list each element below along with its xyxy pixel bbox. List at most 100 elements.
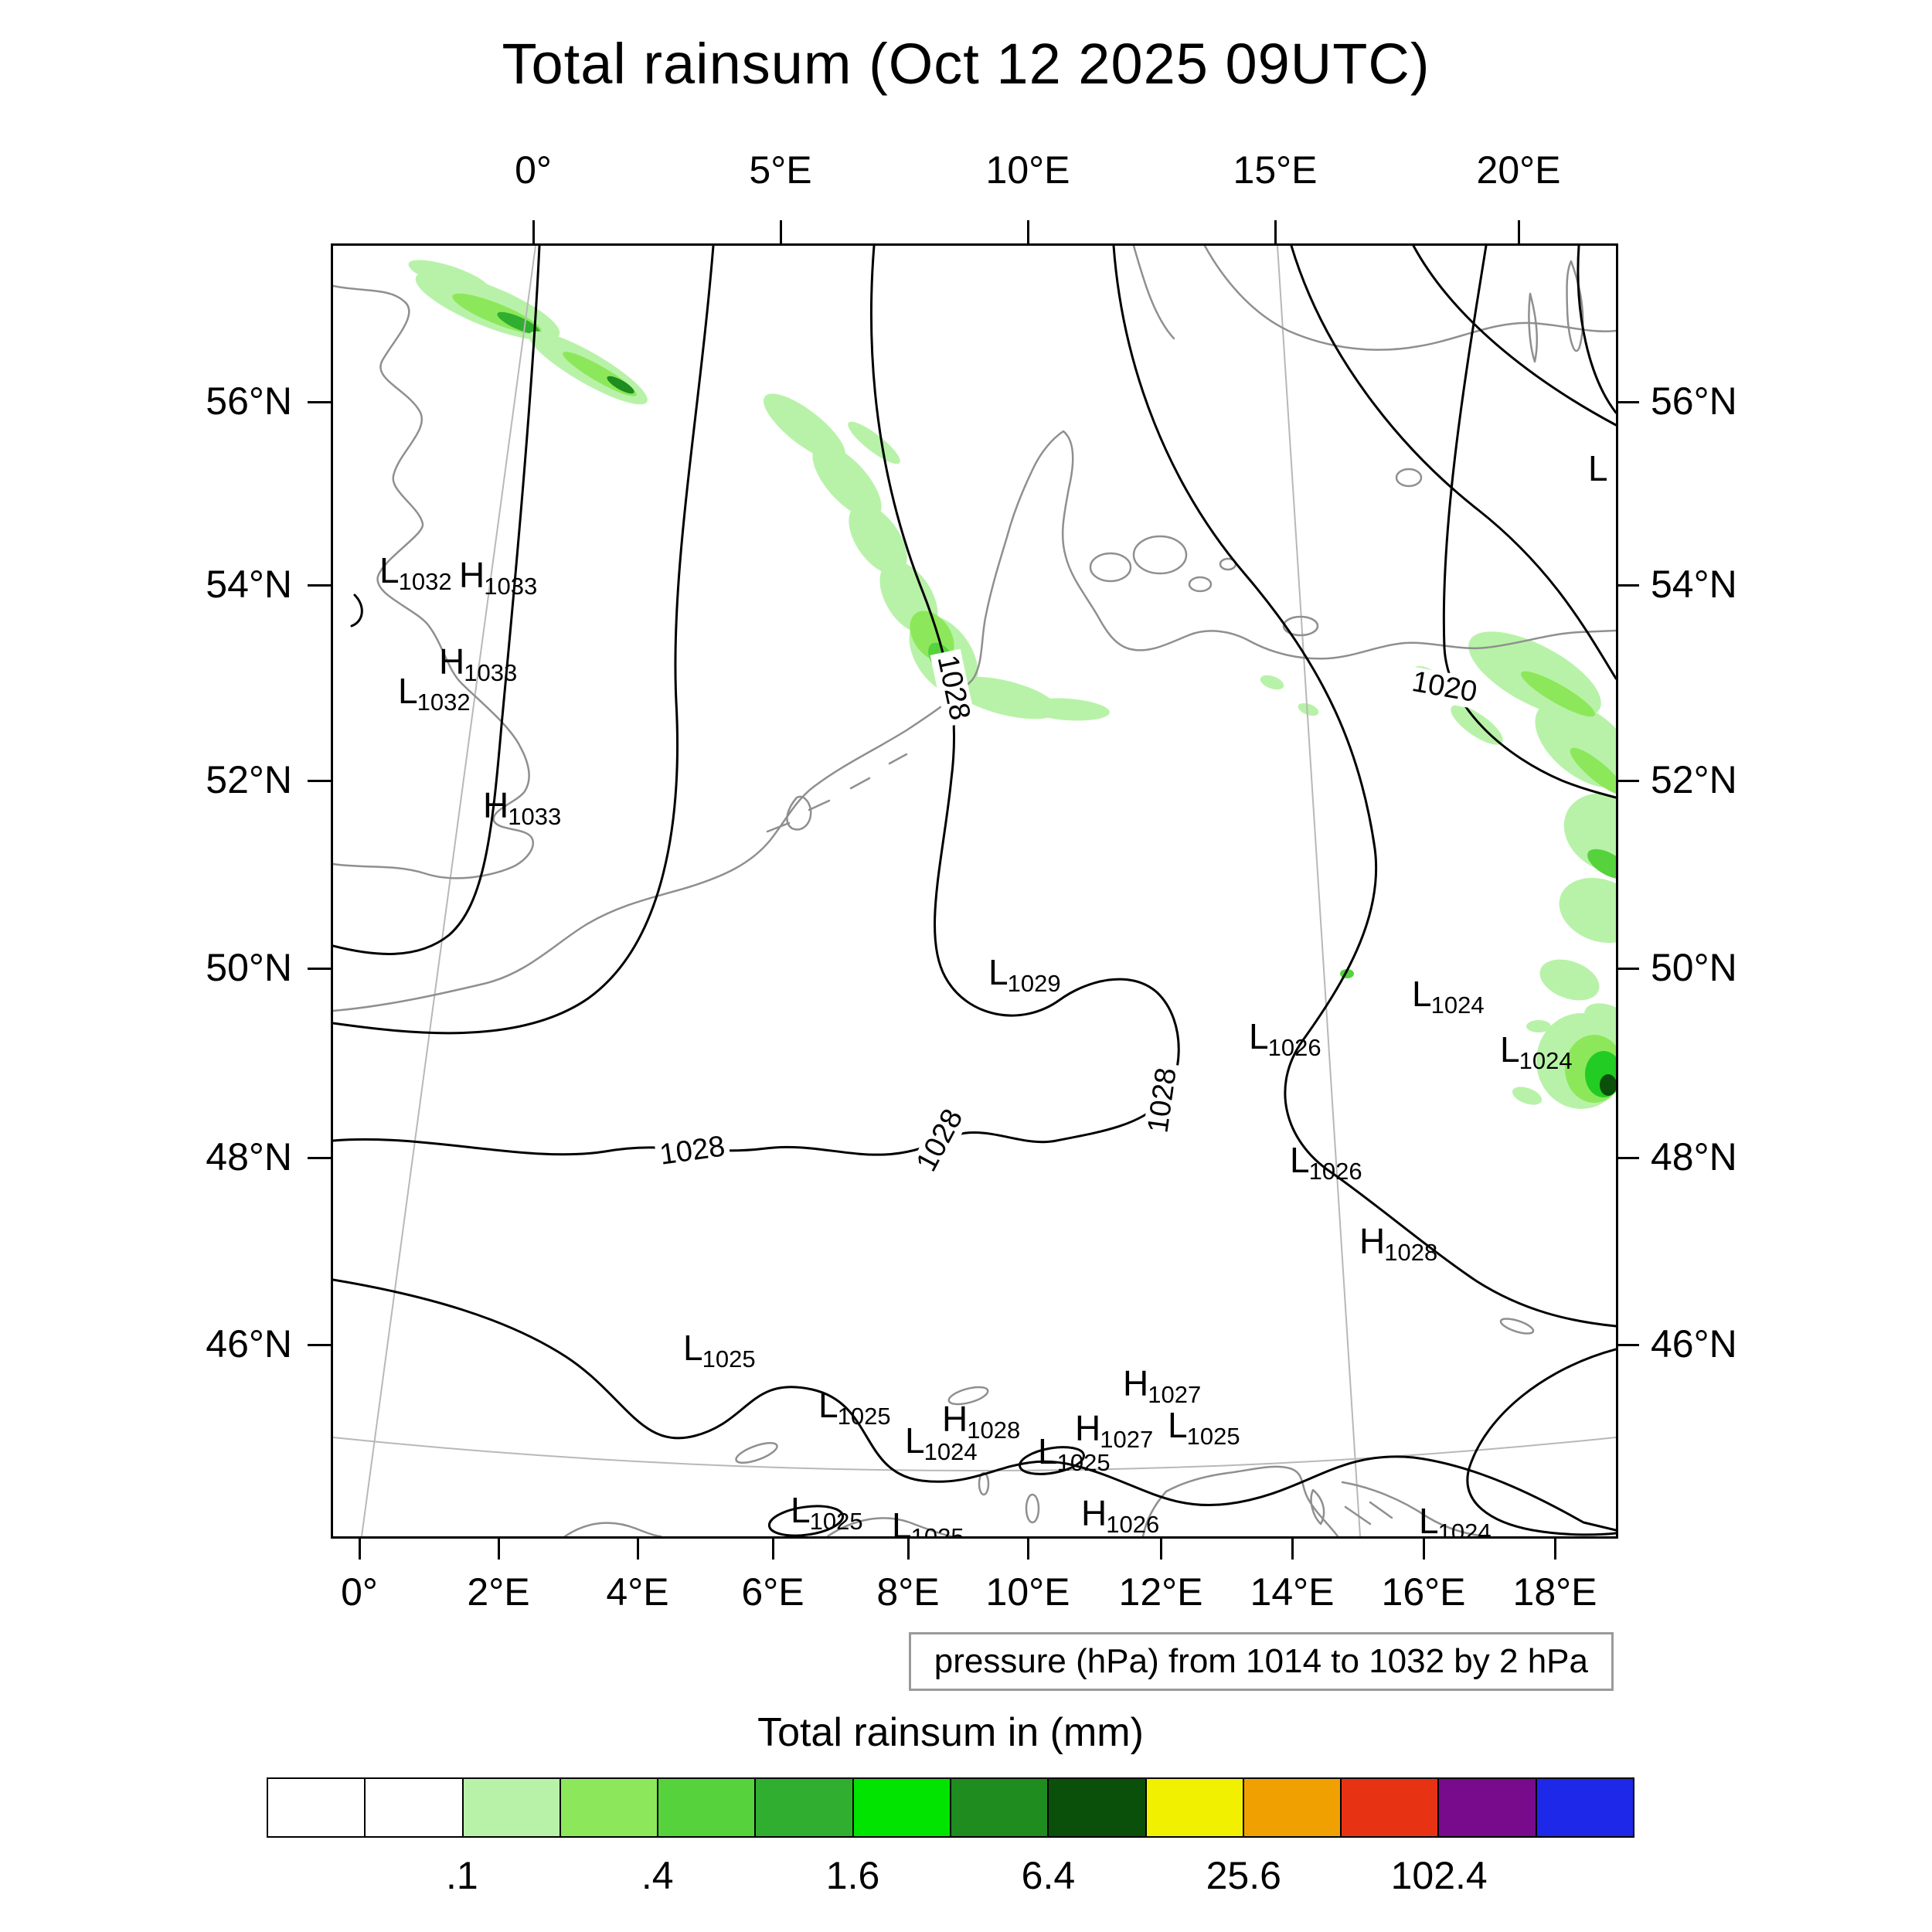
graticule [333, 246, 1616, 1536]
pressure-marker-high: H1027 [1075, 1408, 1154, 1451]
marker-letter: L [683, 1328, 703, 1368]
marker-value: 1032 [417, 689, 471, 716]
marker-letter: H [1075, 1408, 1101, 1448]
colorbar-segment [754, 1779, 852, 1836]
page-title: Total rainsum (Oct 12 2025 09UTC) [502, 32, 1430, 96]
axis-label-bottom: 6°E [741, 1570, 804, 1614]
marker-value: 1025 [911, 1523, 964, 1536]
marker-value: 1027 [1148, 1381, 1202, 1408]
axis-label-right: 56°N [1651, 379, 1737, 423]
marker-letter: L [1500, 1029, 1520, 1070]
colorbar-tick-label: .1 [445, 1854, 478, 1897]
colorbar-segment [1145, 1779, 1243, 1836]
pressure-marker-low: L1026 [1290, 1140, 1363, 1183]
marker-letter: H [1359, 1221, 1386, 1261]
marker-letter: H [459, 555, 485, 595]
axis-label-bottom: 18°E [1512, 1570, 1597, 1614]
marker-letter: L [905, 1420, 925, 1461]
marker-value: 1029 [1007, 970, 1061, 997]
marker-letter: L [1290, 1140, 1310, 1180]
axis-tick-right [1616, 401, 1639, 403]
marker-letter: L [1168, 1405, 1188, 1445]
axis-tick-bottom [1291, 1536, 1294, 1560]
pressure-caption-box: pressure (hPa) from 1014 to 1032 by 2 hP… [908, 1632, 1614, 1691]
marker-letter: L [1249, 1016, 1269, 1056]
marker-value: 1025 [1056, 1449, 1111, 1476]
contour-label: 1020 [1405, 665, 1484, 709]
marker-letter: L [818, 1385, 838, 1425]
axis-tick-bottom [772, 1536, 774, 1560]
axis-tick-top [1518, 220, 1520, 243]
pressure-marker-low: L1025 [1038, 1434, 1111, 1475]
pressure-marker-high: H1033 [439, 641, 518, 685]
pressure-marker-low: L1024 [1412, 974, 1485, 1017]
axis-label-top: 20°E [1476, 148, 1561, 192]
axis-label-top: 5°E [749, 148, 812, 192]
colorbar-segment [852, 1779, 950, 1836]
marker-value: 1028 [1384, 1239, 1438, 1266]
axis-tick-top [1027, 220, 1029, 243]
pressure-marker-low: L1026 [1249, 1016, 1322, 1060]
axis-label-left: 56°N [206, 379, 292, 423]
marker-letter: L [1412, 974, 1432, 1014]
axis-tick-left [308, 968, 331, 970]
axis-label-right: 46°N [1651, 1322, 1737, 1366]
pressure-marker-high: H1033 [483, 785, 562, 828]
axis-label-bottom: 4°E [606, 1570, 669, 1614]
colorbar [267, 1777, 1634, 1838]
axis-tick-bottom [359, 1536, 361, 1560]
marker-value: 1026 [1106, 1511, 1160, 1536]
axis-tick-left [308, 780, 331, 782]
marker-value: 1024 [923, 1438, 978, 1465]
axis-label-top: 15°E [1233, 148, 1318, 192]
axis-tick-bottom [1423, 1536, 1425, 1560]
axis-tick-top [780, 220, 782, 243]
marker-letter: H [483, 785, 509, 825]
axis-label-bottom: 0° [341, 1570, 378, 1614]
axis-label-left: 48°N [206, 1135, 292, 1179]
marker-letter: L [892, 1505, 912, 1536]
marker-value: 1026 [1308, 1158, 1362, 1185]
axis-tick-bottom [1160, 1536, 1162, 1560]
marker-value: 1025 [702, 1345, 756, 1372]
colorbar-segment [1437, 1779, 1536, 1836]
marker-value: 1032 [398, 568, 452, 595]
colorbar-tick-label: 1.6 [825, 1854, 880, 1897]
colorbar-tick-label: .4 [641, 1854, 674, 1897]
marker-value: 1033 [508, 803, 562, 830]
axis-label-right: 54°N [1651, 563, 1737, 606]
pressure-marker-high: H1033 [459, 555, 538, 598]
axis-label-bottom: 10°E [985, 1570, 1070, 1614]
colorbar-tick-label: 102.4 [1390, 1854, 1488, 1897]
axis-tick-right [1616, 1157, 1639, 1159]
marker-value: 1024 [1430, 992, 1485, 1019]
axis-tick-right [1616, 968, 1639, 970]
colorbar-tick-label: 25.6 [1206, 1854, 1281, 1897]
colorbar-segment [1340, 1779, 1438, 1836]
colorbar-tick-label: 6.4 [1021, 1854, 1076, 1897]
colorbar-segment [1535, 1779, 1633, 1836]
pressure-marker-high: H1028 [942, 1401, 1021, 1442]
marker-letter: L [1588, 448, 1608, 488]
pressure-caption-text: pressure (hPa) from 1014 to 1032 by 2 hP… [934, 1642, 1588, 1680]
axis-label-left: 52°N [206, 758, 292, 801]
map-label-overlay: L1032 H1033 H1033 L1032 H1033 L1029 L1024 L1026… [333, 246, 1616, 1536]
colorbar-segment [949, 1779, 1048, 1836]
marker-letter: L [791, 1490, 811, 1530]
axis-label-bottom: 8°E [876, 1570, 940, 1614]
pressure-marker-low: L [1588, 451, 1608, 486]
pressure-marker-low: L1032 [379, 553, 453, 594]
marker-letter: H [439, 641, 465, 682]
pressure-marker-low: L1025 [683, 1328, 757, 1371]
marker-letter: L [398, 671, 418, 711]
axis-label-bottom: 2°E [467, 1570, 530, 1614]
axis-tick-right [1616, 584, 1639, 587]
axis-tick-left [308, 1157, 331, 1159]
axis-label-left: 46°N [206, 1322, 292, 1366]
colorbar-segment [1047, 1779, 1145, 1836]
axis-label-bottom: 12°E [1118, 1570, 1203, 1614]
colorbar-segment [657, 1779, 755, 1836]
pressure-marker-low: L1029 [988, 954, 1062, 995]
marker-letter: H [1123, 1363, 1149, 1403]
